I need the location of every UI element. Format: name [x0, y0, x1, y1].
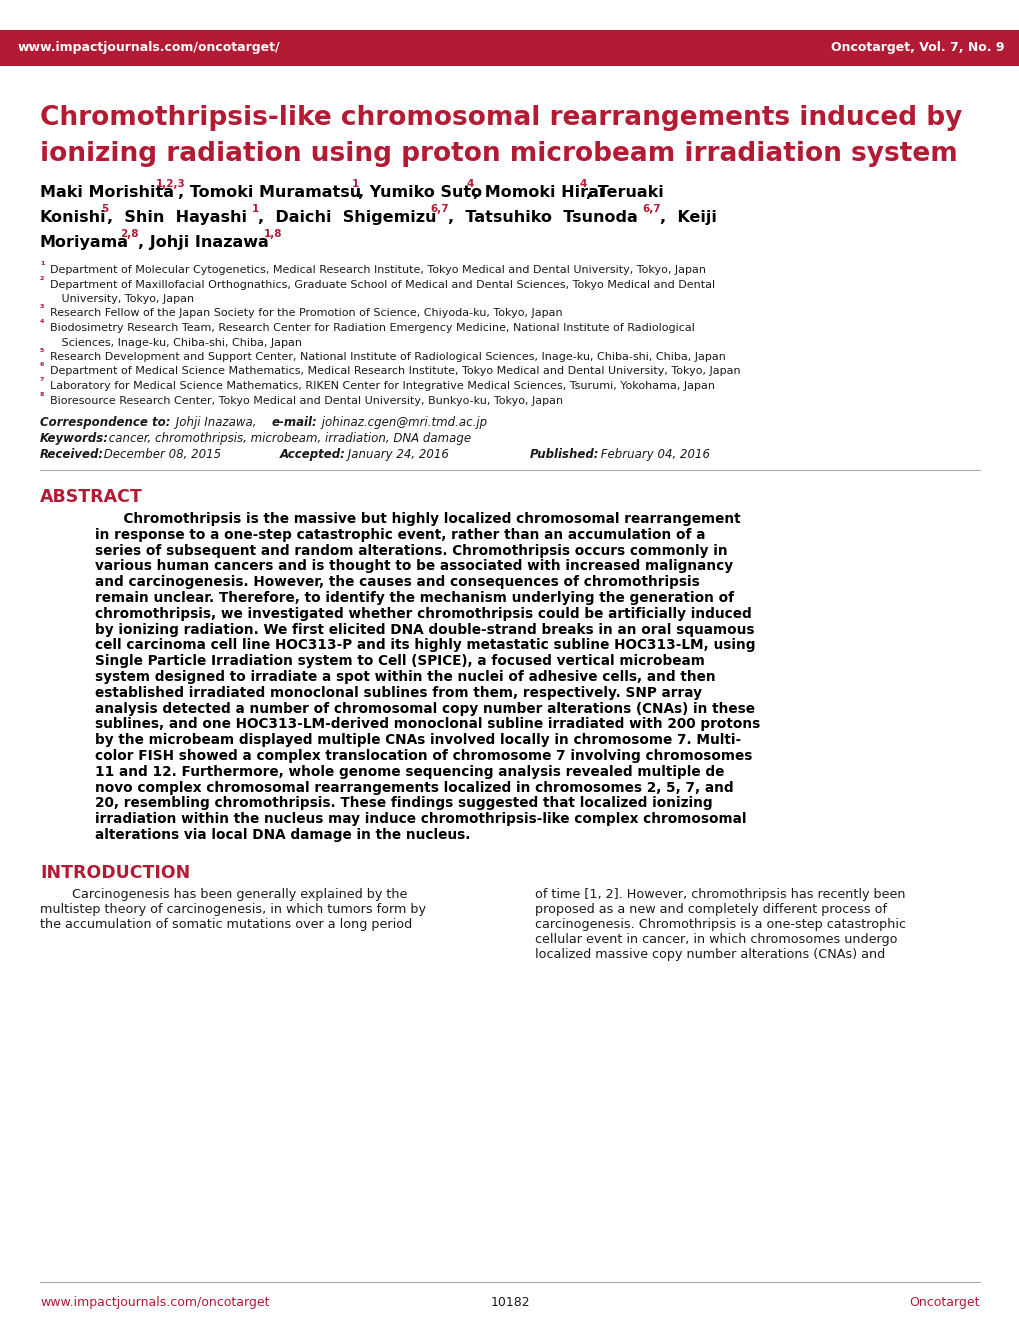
Text: Correspondence to:: Correspondence to:: [40, 416, 170, 429]
Text: ABSTRACT: ABSTRACT: [40, 488, 143, 506]
Text: Research Development and Support Center, National Institute of Radiological Scie: Research Development and Support Center,…: [50, 352, 726, 362]
Text: and carcinogenesis. However, the causes and consequences of chromothripsis: and carcinogenesis. However, the causes …: [95, 576, 699, 589]
Text: multistep theory of carcinogenesis, in which tumors form by: multistep theory of carcinogenesis, in w…: [40, 903, 426, 916]
Text: e-mail:: e-mail:: [272, 416, 318, 429]
Text: cell carcinoma cell line HOC313-P and its highly metastatic subline HOC313-LM, u: cell carcinoma cell line HOC313-P and it…: [95, 639, 755, 652]
Text: Keywords:: Keywords:: [40, 432, 109, 445]
Text: cellular event in cancer, in which chromosomes undergo: cellular event in cancer, in which chrom…: [535, 933, 897, 946]
Text: Maki Morishita: Maki Morishita: [40, 185, 174, 201]
Text: ⁷: ⁷: [40, 378, 45, 387]
Bar: [0, 30, 1019, 66]
Text: 20, resembling chromothripsis. These findings suggested that localized ionizing: 20, resembling chromothripsis. These fin…: [95, 796, 712, 810]
Text: in response to a one-step catastrophic event, rather than an accumulation of a: in response to a one-step catastrophic e…: [95, 528, 705, 541]
Text: , Tomoki Muramatsu: , Tomoki Muramatsu: [178, 185, 361, 201]
Text: carcinogenesis. Chromothripsis is a one-step catastrophic: carcinogenesis. Chromothripsis is a one-…: [535, 917, 905, 931]
Text: www.impactjournals.com/oncotarget/: www.impactjournals.com/oncotarget/: [18, 41, 280, 54]
Text: , Momoki Hirai: , Momoki Hirai: [473, 185, 604, 201]
Text: Department of Molecular Cytogenetics, Medical Research Institute, Tokyo Medical : Department of Molecular Cytogenetics, Me…: [50, 265, 705, 275]
Text: cancer, chromothripsis, microbeam, irradiation, DNA damage: cancer, chromothripsis, microbeam, irrad…: [105, 432, 471, 445]
Text: Department of Maxillofacial Orthognathics, Graduate School of Medical and Dental: Department of Maxillofacial Orthognathic…: [50, 280, 714, 289]
Text: sublines, and one HOC313-LM-derived monoclonal subline irradiated with 200 proto: sublines, and one HOC313-LM-derived mono…: [95, 717, 759, 731]
Text: ⁶: ⁶: [40, 363, 45, 372]
Text: ⁵: ⁵: [40, 348, 45, 358]
Text: Carcinogenesis has been generally explained by the: Carcinogenesis has been generally explai…: [40, 888, 407, 900]
Text: www.impactjournals.com/oncotarget: www.impactjournals.com/oncotarget: [40, 1296, 269, 1309]
Text: Moriyama: Moriyama: [40, 235, 128, 249]
Text: johinaz.cgen@mri.tmd.ac.jp: johinaz.cgen@mri.tmd.ac.jp: [318, 416, 487, 429]
Text: ⁸: ⁸: [40, 392, 45, 401]
Text: established irradiated monoclonal sublines from them, respectively. SNP array: established irradiated monoclonal sublin…: [95, 686, 701, 700]
Text: Accepted:: Accepted:: [280, 447, 345, 461]
Text: , Johji Inazawa: , Johji Inazawa: [138, 235, 268, 249]
Text: system designed to irradiate a spot within the nuclei of adhesive cells, and the: system designed to irradiate a spot with…: [95, 671, 715, 684]
Text: , Teruaki: , Teruaki: [586, 185, 663, 201]
Text: ⁴: ⁴: [40, 319, 45, 329]
Text: Received:: Received:: [40, 447, 104, 461]
Text: Bioresource Research Center, Tokyo Medical and Dental University, Bunkyo-ku, Tok: Bioresource Research Center, Tokyo Medic…: [50, 396, 562, 405]
Text: 6,7: 6,7: [430, 205, 448, 214]
Text: chromothripsis, we investigated whether chromothripsis could be artificially ind: chromothripsis, we investigated whether …: [95, 607, 751, 620]
Text: , Yumiko Suto: , Yumiko Suto: [358, 185, 482, 201]
Text: 10182: 10182: [490, 1296, 529, 1309]
Text: 1,2,3: 1,2,3: [156, 180, 185, 189]
Text: the accumulation of somatic mutations over a long period: the accumulation of somatic mutations ov…: [40, 917, 412, 931]
Text: color FISH showed a complex translocation of chromosome 7 involving chromosomes: color FISH showed a complex translocatio…: [95, 748, 752, 763]
Text: alterations via local DNA damage in the nucleus.: alterations via local DNA damage in the …: [95, 828, 470, 842]
Text: 1: 1: [252, 205, 259, 214]
Text: December 08, 2015: December 08, 2015: [100, 447, 221, 461]
Text: 11 and 12. Furthermore, whole genome sequencing analysis revealed multiple de: 11 and 12. Furthermore, whole genome seq…: [95, 764, 723, 779]
Text: series of subsequent and random alterations. Chromothripsis occurs commonly in: series of subsequent and random alterati…: [95, 544, 727, 557]
Text: January 24, 2016: January 24, 2016: [343, 447, 448, 461]
Text: ²: ²: [40, 276, 45, 285]
Text: 5: 5: [101, 205, 108, 214]
Text: 2,8: 2,8: [120, 228, 139, 239]
Text: Konishi: Konishi: [40, 210, 107, 224]
Text: remain unclear. Therefore, to identify the mechanism underlying the generation o: remain unclear. Therefore, to identify t…: [95, 591, 734, 605]
Text: ,  Tatsuhiko  Tsunoda: , Tatsuhiko Tsunoda: [447, 210, 637, 224]
Text: February 04, 2016: February 04, 2016: [596, 447, 709, 461]
Text: 6,7: 6,7: [641, 205, 660, 214]
Text: of time [1, 2]. However, chromothripsis has recently been: of time [1, 2]. However, chromothripsis …: [535, 888, 905, 900]
Text: analysis detected a number of chromosomal copy number alterations (CNAs) in thes: analysis detected a number of chromosoma…: [95, 702, 754, 715]
Text: ,  Daichi  Shigemizu: , Daichi Shigemizu: [258, 210, 436, 224]
Text: various human cancers and is thought to be associated with increased malignancy: various human cancers and is thought to …: [95, 560, 733, 573]
Text: Single Particle Irradiation system to Cell (SPICE), a focused vertical microbeam: Single Particle Irradiation system to Ce…: [95, 655, 704, 668]
Text: Biodosimetry Research Team, Research Center for Radiation Emergency Medicine, Na: Biodosimetry Research Team, Research Cen…: [50, 323, 694, 333]
Text: INTRODUCTION: INTRODUCTION: [40, 863, 191, 882]
Text: Sciences, Inage-ku, Chiba-shi, Chiba, Japan: Sciences, Inage-ku, Chiba-shi, Chiba, Ja…: [58, 338, 302, 347]
Text: 1,8: 1,8: [264, 228, 282, 239]
Text: University, Tokyo, Japan: University, Tokyo, Japan: [58, 294, 194, 304]
Text: Chromothripsis-like chromosomal rearrangements induced by: Chromothripsis-like chromosomal rearrang…: [40, 106, 962, 131]
Text: Research Fellow of the Japan Society for the Promotion of Science, Chiyoda-ku, T: Research Fellow of the Japan Society for…: [50, 309, 562, 318]
Text: ³: ³: [40, 305, 45, 314]
Text: by the microbeam displayed multiple CNAs involved locally in chromosome 7. Multi: by the microbeam displayed multiple CNAs…: [95, 733, 741, 747]
Text: novo complex chromosomal rearrangements localized in chromosomes 2, 5, 7, and: novo complex chromosomal rearrangements …: [95, 780, 733, 795]
Text: 1: 1: [352, 180, 359, 189]
Text: ,  Shin  Hayashi: , Shin Hayashi: [107, 210, 247, 224]
Text: 4: 4: [467, 180, 474, 189]
Text: Published:: Published:: [530, 447, 599, 461]
Text: 4: 4: [580, 180, 587, 189]
Text: irradiation within the nucleus may induce chromothripsis-like complex chromosoma: irradiation within the nucleus may induc…: [95, 812, 746, 826]
Text: ,  Keiji: , Keiji: [659, 210, 716, 224]
Text: by ionizing radiation. We first elicited DNA double-strand breaks in an oral squ: by ionizing radiation. We first elicited…: [95, 623, 754, 636]
Text: Oncotarget, Vol. 7, No. 9: Oncotarget, Vol. 7, No. 9: [830, 41, 1004, 54]
Text: localized massive copy number alterations (CNAs) and: localized massive copy number alteration…: [535, 948, 884, 961]
Text: Johji Inazawa,: Johji Inazawa,: [172, 416, 260, 429]
Text: Laboratory for Medical Science Mathematics, RIKEN Center for Integrative Medical: Laboratory for Medical Science Mathemati…: [50, 381, 714, 391]
Text: Chromothripsis is the massive but highly localized chromosomal rearrangement: Chromothripsis is the massive but highly…: [95, 512, 740, 525]
Text: ¹: ¹: [40, 261, 45, 271]
Text: ionizing radiation using proton microbeam irradiation system: ionizing radiation using proton microbea…: [40, 141, 957, 168]
Text: Oncotarget: Oncotarget: [909, 1296, 979, 1309]
Text: proposed as a new and completely different process of: proposed as a new and completely differe…: [535, 903, 887, 916]
Text: Department of Medical Science Mathematics, Medical Research Institute, Tokyo Med: Department of Medical Science Mathematic…: [50, 367, 740, 376]
